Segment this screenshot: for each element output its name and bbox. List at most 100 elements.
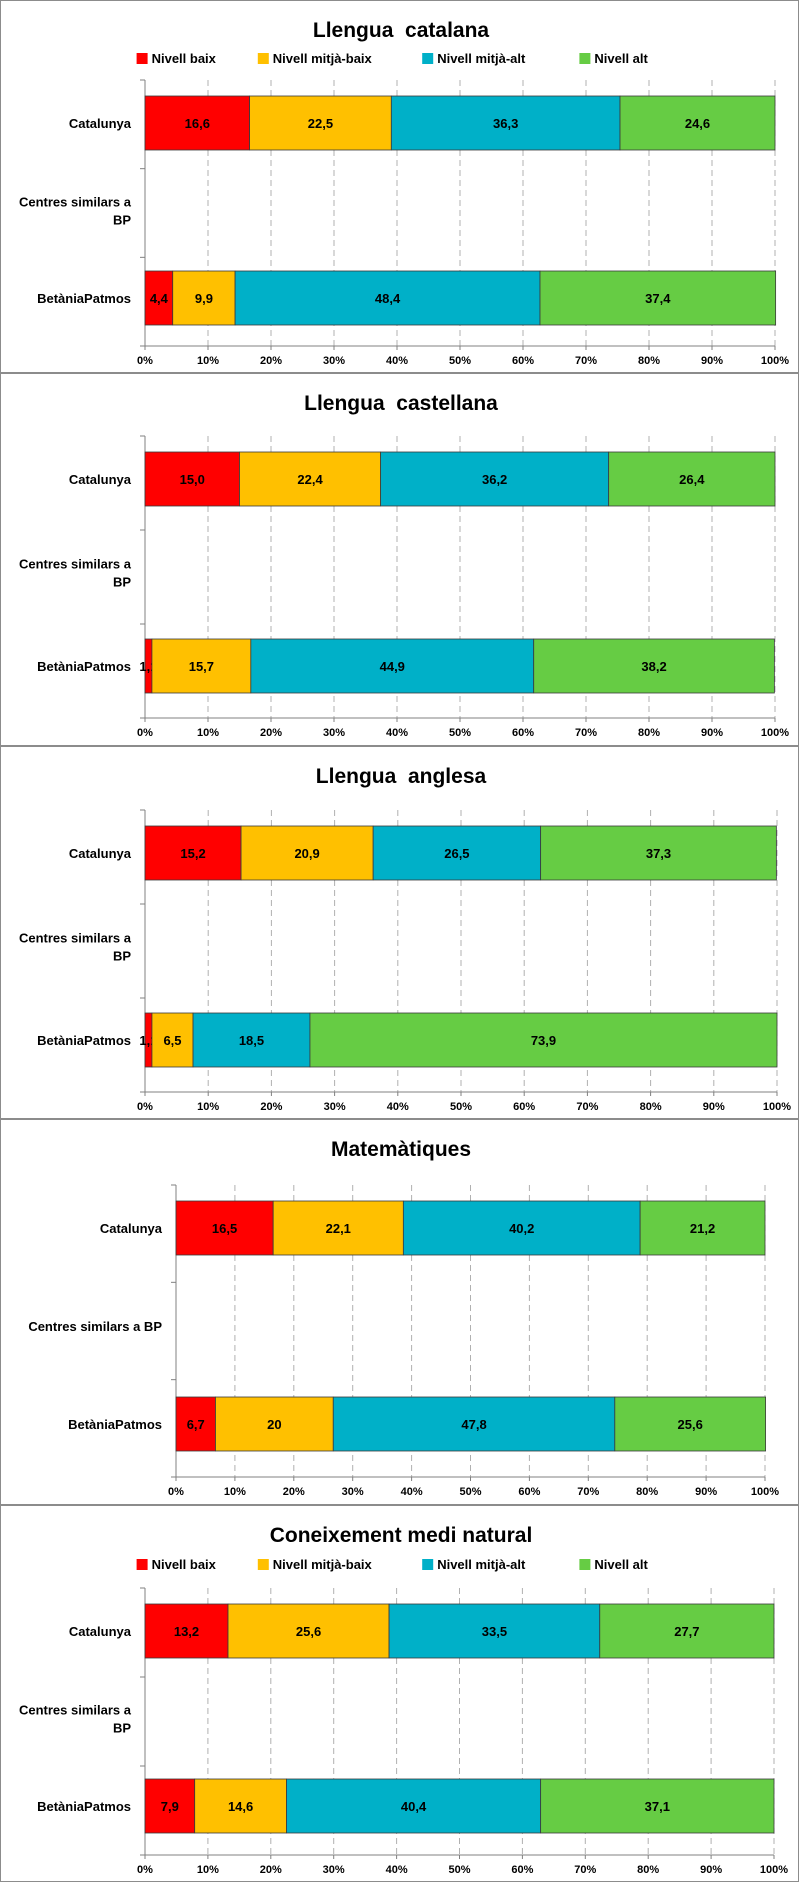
legend-label: Nivell alt <box>594 51 648 66</box>
x-tick-label: 100% <box>760 1864 788 1876</box>
data-label: 22,4 <box>297 472 323 487</box>
bar-segment <box>250 638 535 694</box>
x-tick-label: 100% <box>751 1486 779 1498</box>
category-label: BetàniaPatmos <box>37 1799 131 1814</box>
bar-segment <box>614 1396 766 1452</box>
x-tick-label: 60% <box>513 1101 535 1113</box>
x-tick-label: 30% <box>324 1101 346 1113</box>
data-label: 73,9 <box>531 1033 556 1048</box>
bar-segment <box>144 1778 196 1834</box>
category-label: Catalunya <box>69 846 132 861</box>
bar-segment <box>619 95 776 151</box>
data-label: 15,0 <box>180 472 205 487</box>
bar-segment <box>286 1778 542 1834</box>
bar-segment <box>540 825 777 881</box>
x-tick-label: 50% <box>449 355 471 367</box>
chart-svg: Coneixement medi natural Nivell baix Nivel… <box>19 1524 788 1876</box>
legend-swatch <box>257 53 269 64</box>
legend-label: Nivell baix <box>152 1557 217 1572</box>
bar-segment <box>390 95 621 151</box>
data-label: 26,4 <box>679 472 705 487</box>
category-label: BetàniaPatmos <box>37 1033 131 1048</box>
x-tick-label: 40% <box>386 355 408 367</box>
legend-swatch <box>579 1559 591 1570</box>
category-label: Centres similars a BP <box>19 931 132 964</box>
data-label: 25,6 <box>296 1624 321 1639</box>
bar-segment <box>599 1603 775 1659</box>
bar-segment <box>249 95 392 151</box>
x-tick-label: 60% <box>518 1486 540 1498</box>
x-tick-label: 30% <box>323 727 345 739</box>
legend-label: Nivell baix <box>152 51 217 66</box>
bar-segment <box>151 1012 194 1068</box>
bar-segment <box>380 451 610 507</box>
chart-svg: Matemàtiques 0% 10% 20% 30% 40% 50% 60% 70% 80% 90… <box>28 1138 779 1498</box>
legend-item: Nivell mitjà-alt <box>422 1557 526 1572</box>
category-label: Catalunya <box>69 1624 132 1639</box>
x-tick-label: 30% <box>323 355 345 367</box>
x-tick-label: 30% <box>323 1864 345 1876</box>
bar-segment <box>388 1603 601 1659</box>
data-label: 21,2 <box>690 1221 715 1236</box>
data-label: 15,2 <box>180 846 205 861</box>
data-label: 16,5 <box>212 1221 237 1236</box>
x-tick-label: 80% <box>636 1486 658 1498</box>
bar-segment <box>175 1396 216 1452</box>
data-label: 15,7 <box>189 659 214 674</box>
chart-panel: Llengua castellana 0% 10% 20% 30% 40% 50% 60% 70… <box>0 373 799 746</box>
data-label: 7,9 <box>161 1799 179 1814</box>
chart-panel: Llengua catalana Nivell baix Nivell mitjà-… <box>0 0 799 373</box>
bar-segment <box>540 1778 775 1834</box>
legend-item: Nivell mitjà-baix <box>257 51 373 66</box>
x-tick-label: 70% <box>574 1864 596 1876</box>
data-label: 13,2 <box>174 1624 199 1639</box>
data-label: 14,6 <box>228 1799 253 1814</box>
x-tick-label: 40% <box>386 1864 408 1876</box>
chart-title: Matemàtiques <box>331 1138 471 1161</box>
bar-segment <box>194 1778 287 1834</box>
x-tick-label: 0% <box>137 1101 153 1113</box>
x-tick-label: 90% <box>701 355 723 367</box>
category-label: BetàniaPatmos <box>37 659 131 674</box>
data-label: 20,9 <box>294 846 319 861</box>
x-tick-label: 90% <box>701 727 723 739</box>
data-label: 47,8 <box>461 1417 486 1432</box>
x-tick-label: 70% <box>577 1486 599 1498</box>
data-label: 9,9 <box>195 291 213 306</box>
legend-item: Nivell baix <box>136 1557 217 1572</box>
bar-segment <box>172 270 236 326</box>
category-label: Centres similars a BP <box>19 1703 132 1736</box>
x-tick-label: 90% <box>703 1101 725 1113</box>
chart-svg: Llengua catalana Nivell baix Nivell mitjà-… <box>19 19 789 367</box>
bar-segment <box>272 1200 404 1256</box>
x-tick-label: 0% <box>137 1864 153 1876</box>
bar-segment <box>402 1200 641 1256</box>
x-tick-label: 50% <box>459 1486 481 1498</box>
x-tick-label: 20% <box>260 355 282 367</box>
bar-segment <box>372 825 542 881</box>
bar-segment <box>240 825 374 881</box>
data-label: 26,5 <box>444 846 469 861</box>
chart-title: Coneixement medi natural <box>270 1524 533 1547</box>
x-tick-label: 20% <box>260 1101 282 1113</box>
data-label: 24,6 <box>685 116 710 131</box>
x-tick-label: 0% <box>168 1486 184 1498</box>
x-tick-label: 60% <box>512 727 534 739</box>
data-label: 22,5 <box>308 116 333 131</box>
x-tick-label: 20% <box>260 727 282 739</box>
x-tick-label: 80% <box>638 355 660 367</box>
bar-segment <box>175 1200 274 1256</box>
x-tick-label: 80% <box>637 1864 659 1876</box>
data-label: 20 <box>267 1417 281 1432</box>
x-tick-label: 10% <box>197 727 219 739</box>
legend-label: Nivell mitjà-baix <box>273 51 373 66</box>
chart-title: Llengua castellana <box>304 392 498 415</box>
bar-segment <box>608 451 776 507</box>
data-label: 38,2 <box>641 659 666 674</box>
x-tick-label: 0% <box>137 727 153 739</box>
legend-label: Nivell mitjà-alt <box>437 1557 526 1572</box>
x-tick-label: 50% <box>448 1864 470 1876</box>
data-label: 18,5 <box>239 1033 264 1048</box>
data-label: 25,6 <box>678 1417 703 1432</box>
data-label: 36,2 <box>482 472 507 487</box>
